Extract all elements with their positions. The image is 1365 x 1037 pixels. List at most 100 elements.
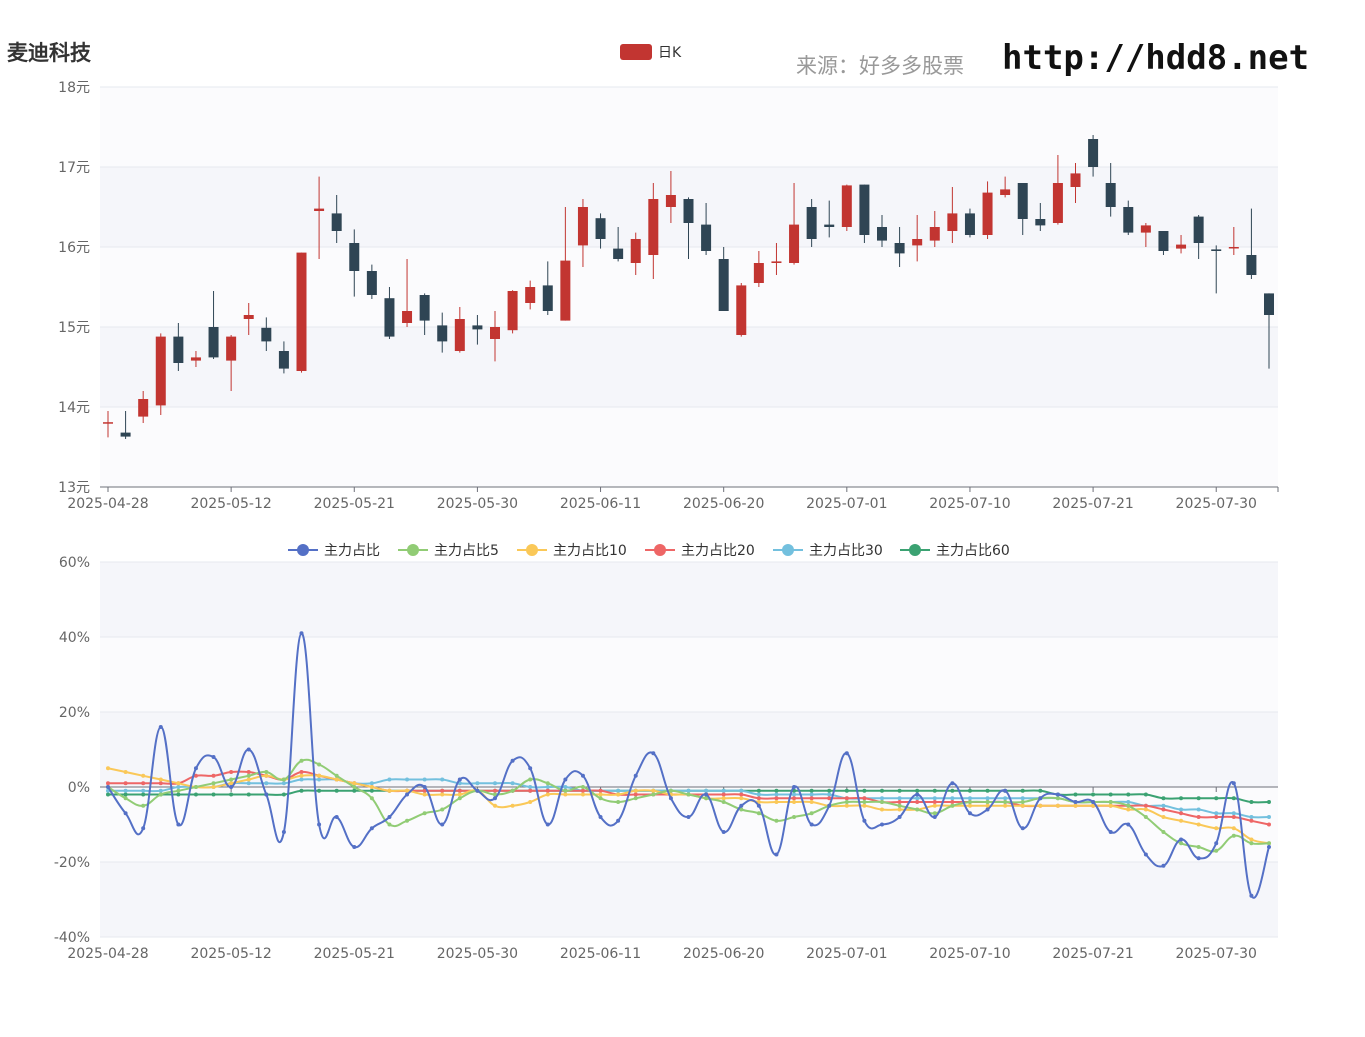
candle-body	[982, 192, 993, 235]
kline-x-tick-label: 2025-07-01	[806, 496, 887, 512]
series-point	[967, 803, 972, 808]
series-point	[440, 777, 445, 782]
series-point	[792, 815, 797, 819]
candle-body	[296, 252, 307, 371]
series-point	[123, 811, 128, 816]
series-point	[317, 773, 322, 778]
series-point	[528, 777, 533, 782]
series-point	[739, 792, 744, 797]
kline-x-tick-label: 2025-05-30	[437, 496, 518, 512]
series-point	[123, 781, 128, 786]
site-url[interactable]: http://hdd8.net	[1002, 38, 1310, 78]
series-point	[457, 788, 462, 793]
series-point	[229, 770, 234, 774]
series-point	[229, 785, 234, 789]
series-point	[158, 725, 163, 729]
series-point	[827, 796, 832, 801]
series-point	[440, 807, 445, 812]
series-point	[1231, 826, 1236, 831]
series-point	[598, 788, 603, 793]
line-y-tick-label: 60%	[59, 555, 90, 571]
series-point	[1179, 818, 1184, 823]
candle-body	[472, 325, 483, 330]
series-point	[1003, 796, 1008, 801]
series-point	[950, 800, 955, 804]
series-point	[1267, 841, 1271, 846]
series-point	[809, 792, 814, 797]
series-point	[1003, 803, 1008, 808]
legend-series-label: 主力占比20	[681, 543, 755, 559]
series-point	[827, 788, 832, 793]
series-point	[897, 803, 902, 808]
series-point	[545, 785, 550, 789]
kline-x-tick-label: 2025-07-10	[929, 496, 1010, 512]
series-point	[317, 788, 322, 793]
series-point	[967, 788, 972, 793]
series-point	[246, 747, 251, 752]
series-point	[352, 788, 357, 793]
series-point	[774, 796, 779, 801]
series-point	[739, 788, 744, 793]
kline-x-tick-label: 2025-07-30	[1176, 496, 1257, 512]
series-point	[1020, 796, 1025, 801]
series-point	[440, 792, 445, 797]
series-point	[756, 803, 761, 808]
series-point	[1249, 837, 1254, 842]
series-point	[880, 800, 884, 804]
series-point	[317, 762, 322, 767]
series-point	[141, 773, 146, 778]
series-point	[1091, 803, 1096, 808]
series-point	[510, 803, 515, 808]
series-point	[809, 800, 814, 804]
series-point	[1143, 815, 1148, 819]
series-point	[668, 796, 673, 801]
legend-dot	[782, 544, 794, 556]
series-point	[158, 781, 163, 786]
series-point	[1143, 792, 1148, 797]
series-point	[457, 792, 462, 797]
series-point	[844, 788, 849, 793]
series-point	[1214, 841, 1219, 846]
series-point	[1214, 811, 1219, 816]
series-point	[493, 781, 497, 786]
series-point	[528, 766, 533, 771]
line-y-tick-label: 0%	[68, 780, 90, 796]
series-point	[633, 788, 638, 793]
candle-body	[120, 432, 131, 437]
series-point	[598, 796, 603, 801]
series-point	[440, 822, 445, 827]
series-point	[1179, 841, 1184, 846]
series-point	[123, 796, 128, 801]
series-point	[1179, 807, 1184, 812]
kline-x-tick-label: 2025-05-21	[314, 496, 395, 512]
series-point	[158, 777, 163, 782]
series-point	[123, 792, 128, 797]
series-point	[967, 796, 972, 801]
series-point	[704, 792, 709, 797]
candle-body	[648, 199, 659, 255]
series-point	[211, 781, 216, 786]
series-point	[967, 811, 972, 816]
series-point	[545, 788, 550, 793]
kline-x-tick-label: 2025-06-20	[683, 496, 764, 512]
candle-body	[806, 207, 817, 239]
main-force-ratio-chart: -40% -20% 0% 20% 40% 60% 2025-04-28 2025-05-12 2…	[54, 543, 1278, 962]
series-point	[1143, 852, 1148, 857]
series-point	[1214, 796, 1219, 801]
series-point	[352, 781, 357, 786]
kline-band	[100, 407, 1278, 487]
source-label: 来源：好多多股票	[796, 54, 964, 78]
series-point	[317, 822, 322, 827]
kline-band	[100, 87, 1278, 167]
series-point	[422, 785, 427, 789]
series-point	[1126, 822, 1131, 827]
series-point	[141, 803, 146, 808]
series-point	[651, 788, 656, 793]
candle-body	[419, 295, 430, 321]
series-point	[1073, 803, 1078, 808]
series-point	[264, 792, 269, 797]
series-point	[1003, 800, 1008, 804]
line-x-tick-label: 2025-07-10	[929, 946, 1010, 962]
series-point	[721, 796, 726, 801]
series-point	[774, 852, 779, 857]
